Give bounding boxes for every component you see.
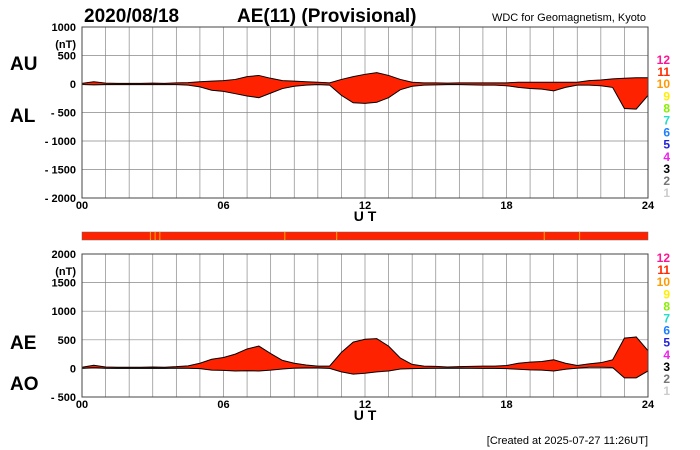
plot-frame bbox=[81, 26, 649, 199]
legend-station-count: 10 bbox=[657, 77, 671, 91]
x-tick-label: 24 bbox=[642, 200, 655, 212]
station-status-bar bbox=[81, 231, 649, 241]
y-tick-label: 500 bbox=[58, 335, 76, 347]
y-tick-label: - 1000 bbox=[45, 136, 76, 148]
index-title: AE(11) (Provisional) bbox=[237, 6, 417, 27]
legend-station-count: 6 bbox=[663, 126, 670, 140]
x-tick-label: 06 bbox=[217, 399, 229, 411]
legend-station-count: 3 bbox=[663, 360, 670, 374]
legend-station-count: 5 bbox=[663, 138, 670, 152]
legend-station-count: 1 bbox=[663, 384, 670, 398]
ae-ao-area bbox=[81, 336, 649, 379]
y-tick-label: - 500 bbox=[51, 108, 76, 120]
x-tick-label: 18 bbox=[500, 200, 512, 212]
x-tick-label: 24 bbox=[642, 399, 655, 411]
legend-station-count: 4 bbox=[663, 348, 670, 362]
y-tick-label: 500 bbox=[58, 51, 76, 63]
legend-station-count: 7 bbox=[663, 114, 670, 128]
legend-station-count: 2 bbox=[663, 174, 670, 188]
x-tick-label: 12 bbox=[359, 200, 371, 212]
legend-station-count: 7 bbox=[663, 312, 670, 326]
legend-station-count: 12 bbox=[657, 53, 671, 67]
legend-station-count: 8 bbox=[663, 299, 670, 313]
top-xlabel: U T bbox=[354, 208, 377, 224]
legend-station-count: 9 bbox=[663, 287, 670, 301]
y-tick-label: 0 bbox=[70, 79, 76, 91]
y-tick-label: - 500 bbox=[51, 392, 76, 404]
ae-label: AE bbox=[10, 333, 36, 354]
x-tick-label: 00 bbox=[76, 399, 88, 411]
legend-station-count: 10 bbox=[657, 275, 671, 289]
legend-station-count: 5 bbox=[663, 336, 670, 350]
ao-label: AO bbox=[10, 374, 39, 395]
legend-station-count: 11 bbox=[657, 65, 670, 79]
legend-station-count: 9 bbox=[663, 89, 670, 103]
al-label: AL bbox=[10, 106, 36, 127]
x-tick-label: 00 bbox=[76, 200, 88, 212]
y-tick-label: - 2000 bbox=[45, 193, 76, 205]
au-al-area bbox=[81, 72, 649, 110]
legend-station-count: 12 bbox=[657, 251, 671, 265]
x-tick-label: 06 bbox=[217, 200, 229, 212]
y-tick-label: 2000 bbox=[52, 249, 76, 261]
legend-station-count: 8 bbox=[663, 101, 670, 115]
y-tick-label: - 1500 bbox=[45, 165, 76, 177]
legend-station-count: 11 bbox=[657, 263, 670, 277]
y-tick-label: 1000 bbox=[52, 306, 76, 318]
au-label: AU bbox=[10, 54, 37, 75]
plot-frame bbox=[81, 253, 649, 398]
y-tick-label: 1000 bbox=[52, 22, 76, 34]
legend-station-count: 4 bbox=[663, 150, 670, 164]
bottom-xlabel: U T bbox=[354, 407, 377, 423]
legend-station-count: 2 bbox=[663, 372, 670, 386]
legend-station-count: 3 bbox=[663, 162, 670, 176]
top-unit: (nT) bbox=[55, 39, 76, 51]
created-timestamp: [Created at 2025-07-27 11:26UT] bbox=[487, 435, 648, 447]
y-tick-label: 0 bbox=[70, 363, 76, 375]
date-title: 2020/08/18 bbox=[84, 6, 179, 27]
legend-station-count: 6 bbox=[663, 324, 670, 338]
legend-station-count: 1 bbox=[663, 186, 670, 200]
bottom-unit: (nT) bbox=[55, 266, 76, 278]
y-tick-label: 1500 bbox=[52, 278, 76, 290]
x-tick-label: 18 bbox=[500, 399, 512, 411]
x-tick-label: 12 bbox=[359, 399, 371, 411]
source-label: WDC for Geomagnetism, Kyoto bbox=[492, 12, 646, 24]
